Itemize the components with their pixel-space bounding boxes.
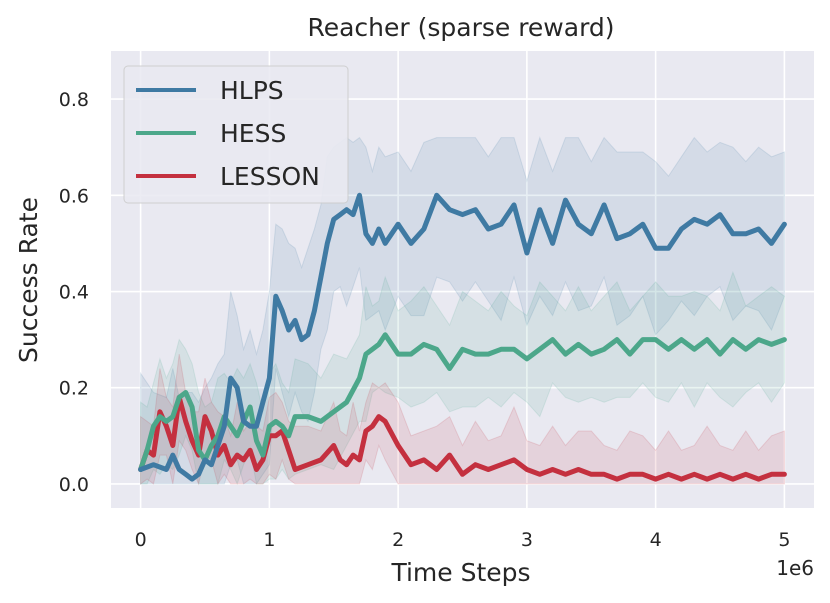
confidence-bands (140, 136, 785, 486)
x-tick-label: 3 (521, 529, 533, 551)
y-tick-label: 0.4 (59, 282, 89, 304)
legend-label: HESS (220, 119, 286, 148)
x-tick-label: 2 (392, 529, 404, 551)
x-tick-label: 1 (263, 529, 275, 551)
y-axis-label: Success Rate (14, 197, 43, 363)
x-tick-label: 4 (650, 529, 662, 551)
series-lines (138, 192, 787, 482)
series-line-hess (138, 332, 787, 472)
legend-label: HLPS (220, 76, 284, 105)
x-offset-label: 1e6 (776, 556, 814, 580)
confidence-band-lesson (140, 354, 785, 486)
x-tick-labels: 0 1 2 3 4 5 (135, 529, 791, 551)
y-tick-labels: 0.0 0.2 0.4 0.6 0.8 (59, 89, 89, 496)
y-tick-label: 0.6 (59, 185, 89, 207)
y-tick-label: 0.8 (59, 89, 89, 111)
y-tick-label: 0.2 (59, 378, 89, 400)
x-axis-label: Time Steps (390, 558, 530, 587)
y-tick-label: 0.0 (59, 474, 89, 496)
legend: HLPS HESS LESSON (123, 65, 349, 204)
legend-box (123, 65, 349, 204)
confidence-band-hlps (140, 136, 785, 485)
chart-title: Reacher (sparse reward) (307, 13, 614, 42)
legend-label: LESSON (220, 162, 320, 191)
series-line-hlps (138, 192, 787, 482)
x-tick-label: 0 (135, 529, 147, 551)
x-tick-label: 5 (778, 529, 790, 551)
series-line-lesson (138, 394, 787, 482)
confidence-band-hess (140, 270, 785, 486)
